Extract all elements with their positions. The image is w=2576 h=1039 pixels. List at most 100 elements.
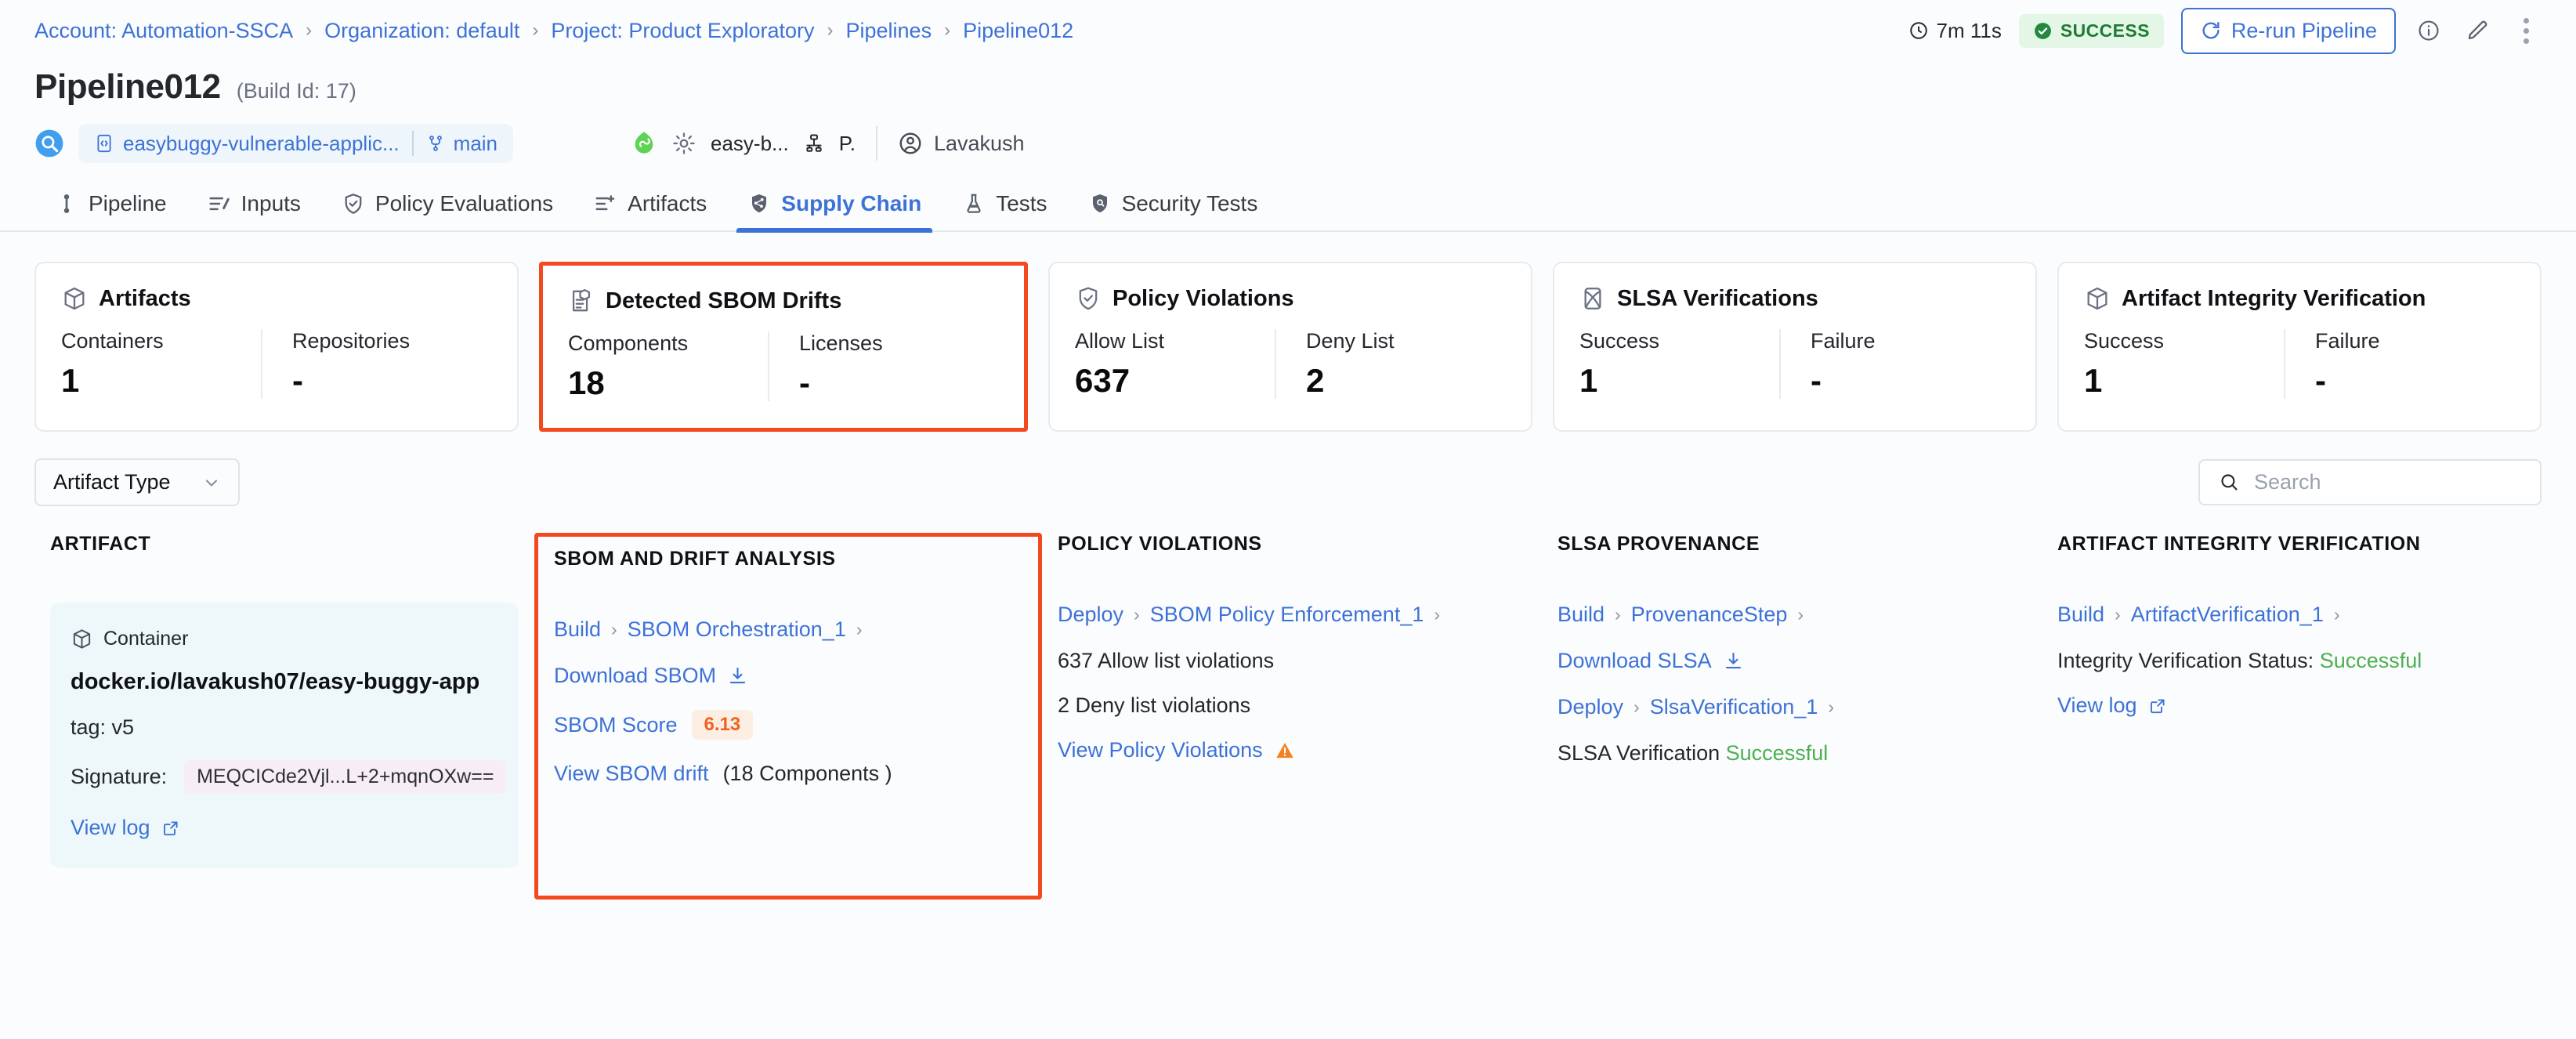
search-box[interactable]: [2198, 459, 2542, 506]
slsa-icon: [1584, 288, 1601, 310]
tab-security-tests[interactable]: Security Tests: [1068, 182, 1279, 230]
metric-label: Licenses: [799, 331, 883, 355]
external-link-icon: [2150, 699, 2165, 713]
kebab-menu-icon[interactable]: [2510, 15, 2542, 46]
metric-value: -: [2315, 362, 2326, 399]
repository-icon: [97, 134, 111, 153]
card-artifact-integrity-verification: Artifact Integrity Verification Success …: [2057, 262, 2542, 433]
breadcrumb-separator-icon: ›: [532, 20, 539, 41]
column-header-sbom: SBOM AND DRIFT ANALYSIS: [554, 548, 836, 570]
artifact-tag: tag: v5: [71, 715, 135, 740]
download-slsa-link[interactable]: Download SLSA: [1558, 649, 2026, 673]
policy-crumb-deploy[interactable]: Deploy: [1058, 603, 1124, 627]
artifact-name: docker.io/lavakush07/easy-buggy-app: [71, 669, 480, 695]
card-title: Artifacts: [99, 285, 191, 311]
summary-cards: Artifacts Containers 1 Repositories - De…: [0, 232, 2576, 433]
status-badge-label: SUCCESS: [2060, 20, 2150, 41]
card-artifacts: Artifacts Containers 1 Repositories -: [34, 262, 519, 433]
breadcrumb-item-pipeline012[interactable]: Pipeline012: [963, 18, 1074, 42]
tab-supply-chain[interactable]: Supply Chain: [727, 182, 942, 233]
integrity-view-log-link[interactable]: View log: [2057, 693, 2526, 718]
repository-link[interactable]: easybuggy-vulnerable-applic...: [94, 132, 400, 156]
view-policy-violations-link[interactable]: View Policy Violations: [1058, 738, 1526, 762]
breadcrumb-separator-icon: ›: [1797, 604, 1804, 625]
slsa-crumb-build[interactable]: Build: [1558, 603, 1605, 627]
artifact-type-select[interactable]: Artifact Type: [34, 458, 240, 507]
branch-name: main: [453, 131, 498, 155]
tab-tests[interactable]: Tests: [942, 182, 1067, 230]
service-group: easy-b... P.: [631, 129, 856, 157]
metric-failure: Failure -: [2284, 329, 2515, 400]
download-icon: [729, 668, 746, 684]
signature-value: MEQCICde2Vjl...L+2+mqnOXw==: [184, 760, 507, 795]
policy-crumb-enforcement[interactable]: SBOM Policy Enforcement_1: [1149, 603, 1424, 627]
sbom-crumb-orchestration[interactable]: SBOM Orchestration_1: [627, 617, 846, 642]
document-cube-icon: [572, 288, 591, 312]
metric-failure: Failure -: [1779, 329, 2010, 400]
card-header: Detected SBOM Drifts: [568, 288, 999, 314]
info-icon[interactable]: [2413, 15, 2444, 46]
tab-policy-evaluations[interactable]: Policy Evaluations: [321, 182, 573, 230]
supply-chain-table: ARTIFACT Container docker.io/lavakush07/…: [0, 506, 2576, 900]
breadcrumb-separator-icon: ›: [2115, 604, 2121, 625]
download-sbom-link[interactable]: Download SBOM: [554, 664, 1022, 688]
check-circle-icon: [2034, 22, 2051, 39]
environment-name: P.: [838, 131, 856, 155]
artifact-view-log-link[interactable]: View log: [71, 816, 498, 840]
tab-artifacts[interactable]: Artifacts: [573, 182, 727, 230]
refresh-icon: [2202, 22, 2220, 39]
slsa-verification-prefix: SLSA Verification: [1558, 741, 1720, 766]
breadcrumb-item-organization[interactable]: Organization: default: [324, 18, 520, 42]
metric-containers: Containers 1: [61, 329, 261, 399]
slsa-crumb-verification[interactable]: SlsaVerification_1: [1649, 695, 1818, 719]
integrity-crumb-build[interactable]: Build: [2057, 603, 2105, 627]
environment-icon: [806, 134, 822, 152]
card-title: Detected SBOM Drifts: [606, 288, 842, 313]
slsa-crumb-provenance-step[interactable]: ProvenanceStep: [1630, 603, 1788, 627]
view-sbom-drift-link[interactable]: View SBOM drift: [554, 762, 709, 786]
artifacts-icon: [595, 195, 615, 211]
column-body: Build › ArtifactVerification_1 › Integri…: [2042, 576, 2542, 811]
column-header-artifact: ARTIFACT: [50, 533, 151, 556]
re-run-pipeline-button[interactable]: Re-run Pipeline: [2180, 7, 2396, 54]
metric-value: 18: [568, 364, 605, 401]
cube-icon: [73, 629, 91, 649]
tab-inputs[interactable]: Inputs: [187, 182, 321, 230]
breadcrumb-item-pipelines[interactable]: Pipelines: [845, 18, 932, 42]
column-body: Container docker.io/lavakush07/easy-bugg…: [34, 576, 534, 900]
chevron-down-icon: [205, 480, 217, 487]
metric-label: Success: [2084, 329, 2165, 353]
integrity-crumb-verification[interactable]: ArtifactVerification_1: [2130, 603, 2324, 627]
sbom-drift-row: View SBOM drift (18 Components ): [554, 762, 1022, 786]
sbom-score-row: SBOM Score 6.13: [554, 710, 1022, 740]
breadcrumb-separator-icon: ›: [1434, 604, 1441, 625]
search-input[interactable]: [2254, 470, 2521, 495]
column-slsa-provenance: SLSA PROVENANCE Build › ProvenanceStep ›…: [1542, 533, 2042, 900]
integrity-verification-status: Integrity Verification Status: Successfu…: [2057, 649, 2526, 673]
sbom-score-badge: 6.13: [691, 710, 754, 740]
sbom-crumb-build[interactable]: Build: [554, 617, 602, 642]
metric-label: Repositories: [292, 329, 411, 353]
metric-label: Components: [568, 331, 689, 355]
metric-value: -: [1811, 362, 1822, 399]
tab-label: Inputs: [241, 191, 301, 215]
artifact-signature-row: Signature: MEQCICde2Vjl...L+2+mqnOXw==: [71, 760, 507, 795]
breadcrumb-item-project[interactable]: Project: Product Exploratory: [551, 18, 815, 42]
card-metrics: Allow List 637 Deny List 2: [1075, 329, 1506, 400]
sbom-score-link[interactable]: SBOM Score: [554, 712, 678, 737]
tab-label: Supply Chain: [781, 191, 922, 215]
card-metrics: Success 1 Failure -: [2084, 329, 2515, 400]
breadcrumb-item-account[interactable]: Account: Automation-SSCA: [34, 18, 294, 42]
branch-link[interactable]: main: [426, 132, 497, 156]
clock-icon: [1909, 22, 1927, 39]
metric-value: 1: [61, 362, 80, 399]
tab-pipeline[interactable]: Pipeline: [34, 182, 187, 230]
slsa-crumb-deploy[interactable]: Deploy: [1558, 695, 1624, 719]
metric-value: -: [799, 364, 810, 401]
branch-icon: [429, 136, 442, 151]
divider: [875, 126, 877, 161]
pencil-icon[interactable]: [2462, 15, 2493, 46]
download-icon: [1725, 653, 1741, 669]
flask-icon: [967, 194, 981, 213]
artifact-type-label: Artifact Type: [53, 470, 171, 494]
